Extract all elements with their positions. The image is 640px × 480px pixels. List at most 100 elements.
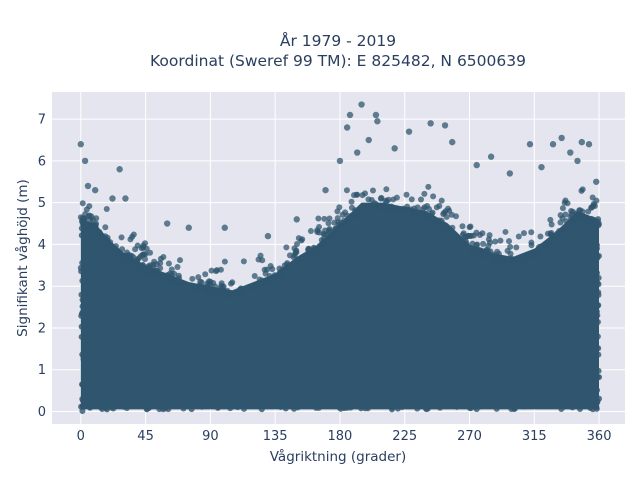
scatter-point xyxy=(537,233,544,240)
scatter-point xyxy=(459,223,466,230)
scatter-point xyxy=(482,248,489,255)
outlier-point xyxy=(372,111,380,119)
scatter-point xyxy=(429,209,436,216)
scatter-point xyxy=(123,249,130,256)
scatter-point xyxy=(484,398,491,405)
scatter-point xyxy=(421,190,428,197)
scatter-point xyxy=(594,279,601,286)
x-tick-label: 315 xyxy=(522,429,547,444)
scatter-point xyxy=(79,200,86,207)
scatter-point xyxy=(146,264,153,271)
scatter-point xyxy=(593,245,600,252)
scatter-point xyxy=(574,399,581,406)
scatter-point xyxy=(266,273,273,280)
scatter-point xyxy=(142,251,149,258)
scatter-point xyxy=(79,381,86,388)
scatter-point xyxy=(413,398,420,405)
scatter-point xyxy=(313,248,320,255)
scatter-point xyxy=(141,267,148,274)
outlier-point xyxy=(374,118,381,125)
scatter-point xyxy=(549,398,556,405)
scatter-point xyxy=(594,302,601,309)
scatter-point xyxy=(593,269,600,276)
scatter-point xyxy=(453,403,460,410)
scatter-point xyxy=(142,240,149,247)
scatter-point xyxy=(411,205,418,212)
scatter-point xyxy=(586,399,593,406)
scatter-point xyxy=(418,196,425,203)
outlier-point xyxy=(109,195,116,202)
scatter-point xyxy=(251,272,258,279)
scatter-point xyxy=(473,246,480,253)
scatter-point xyxy=(88,213,95,220)
scatter-point xyxy=(334,208,341,215)
outlier-point xyxy=(538,163,545,171)
scatter-point xyxy=(78,225,85,232)
y-tick-label: 5 xyxy=(38,196,46,211)
scatter-point xyxy=(440,211,447,218)
outlier-point xyxy=(578,138,586,146)
outlier-point xyxy=(336,157,344,165)
scatter-point xyxy=(371,200,378,207)
scatter-point xyxy=(371,399,378,406)
scatter-point xyxy=(154,267,161,274)
scatter-point xyxy=(78,333,85,340)
scatter-point xyxy=(195,274,202,281)
scatter-point xyxy=(552,233,559,240)
outlier-point xyxy=(84,182,92,190)
scatter-point xyxy=(86,203,93,210)
scatter-point xyxy=(102,224,109,231)
scatter-point xyxy=(93,215,100,222)
scatter-point xyxy=(388,203,395,210)
scatter-point xyxy=(589,194,596,201)
scatter-point xyxy=(79,296,86,303)
outlier-point xyxy=(221,224,228,231)
scatter-point xyxy=(319,240,326,247)
scatter-point xyxy=(515,233,522,240)
scatter-point xyxy=(160,406,167,413)
scatter-point xyxy=(142,402,149,409)
outlier-point xyxy=(549,141,557,148)
scatter-point xyxy=(398,403,405,410)
scatter-point xyxy=(160,254,167,261)
outlier-point xyxy=(365,136,372,144)
scatter-point xyxy=(512,399,519,406)
scatter-point xyxy=(381,205,388,212)
scatter-point xyxy=(163,273,170,280)
scatter-point xyxy=(202,402,209,409)
x-tick-label: 45 xyxy=(137,429,154,444)
scatter-point xyxy=(86,403,93,410)
y-tick-label: 4 xyxy=(38,238,46,253)
scatter-point xyxy=(403,191,410,198)
outlier-point xyxy=(346,111,354,119)
scatter-point xyxy=(264,266,271,273)
scatter-point xyxy=(383,186,390,193)
scatter-point xyxy=(595,221,602,228)
outlier-point xyxy=(358,101,365,108)
scatter-point xyxy=(99,406,106,413)
scatter-point xyxy=(305,245,312,252)
y-tick-label: 1 xyxy=(38,363,46,378)
outlier-point xyxy=(593,178,600,185)
scatter-point xyxy=(528,242,535,249)
scatter-point xyxy=(227,280,234,287)
scatter-point xyxy=(124,255,131,262)
scatter-point xyxy=(81,218,88,225)
y-axis-label: Signifikant våghöjd (m) xyxy=(14,179,31,337)
scatter-point xyxy=(351,192,358,199)
scatter-point xyxy=(249,285,256,292)
y-tick-label: 0 xyxy=(38,405,46,420)
scatter-point xyxy=(523,252,530,259)
scatter-point xyxy=(448,211,455,218)
outlier-point xyxy=(558,134,565,142)
scatter-point xyxy=(154,398,161,405)
scatter-point xyxy=(568,399,575,406)
scatter-point xyxy=(369,187,376,194)
outlier-point xyxy=(391,145,398,152)
scatter-point xyxy=(404,203,411,210)
outlier-point xyxy=(567,149,574,156)
scatter-point xyxy=(314,227,321,234)
scatter-point xyxy=(155,272,162,279)
scatter-point xyxy=(519,400,526,407)
scatter-point xyxy=(463,240,470,247)
